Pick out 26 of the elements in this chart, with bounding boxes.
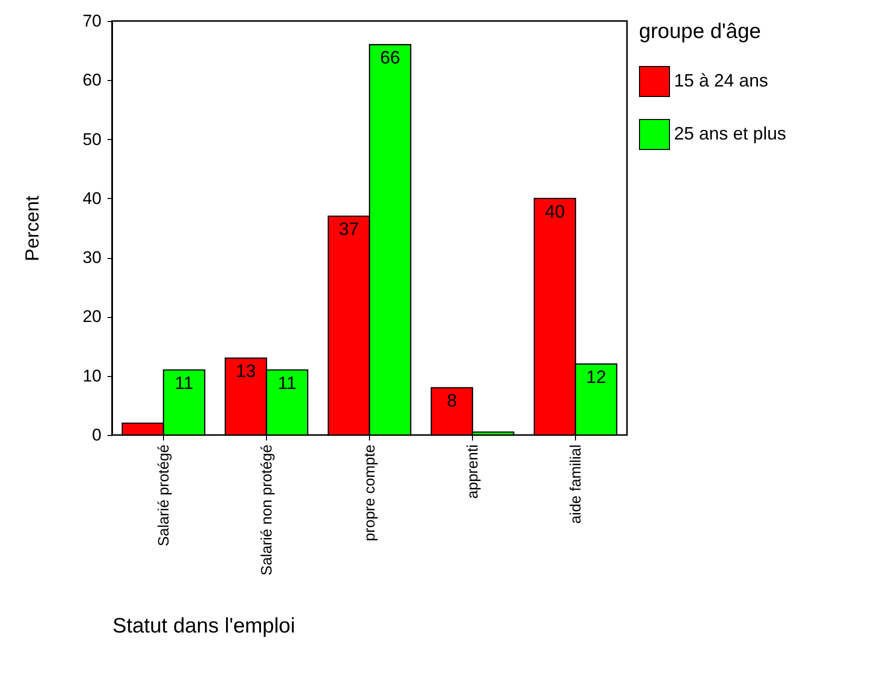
- x-tick-label: Salarié protégé: [156, 444, 172, 546]
- y-tick-label: 60: [82, 70, 102, 90]
- data-label: 11: [278, 372, 296, 393]
- legend-label: 25 ans et plus: [674, 124, 786, 144]
- y-tick-label: 0: [92, 426, 102, 444]
- legend-title: groupe d'âge: [639, 20, 761, 43]
- y-tick-label: 70: [82, 12, 102, 30]
- x-tick-label: apprenti: [464, 444, 482, 499]
- x-axis-title: Statut dans l'emploi: [112, 614, 296, 638]
- y-tick-label: 50: [82, 130, 102, 149]
- y-axis-title: Percent: [22, 195, 44, 262]
- y-tick-label: 40: [82, 188, 102, 208]
- y-tick-label: 10: [82, 366, 102, 386]
- data-label: 8: [446, 390, 457, 411]
- data-label: 66: [380, 48, 400, 68]
- y-tick-label: 20: [82, 307, 102, 326]
- data-label: 11: [174, 372, 194, 393]
- y-tick-label: 30: [82, 248, 102, 268]
- data-label: 40: [544, 201, 565, 222]
- x-tick-label: propre compte: [362, 444, 378, 542]
- x-tick-label: aide familial: [568, 444, 584, 524]
- data-label: 13: [236, 361, 256, 382]
- data-label: 12: [586, 367, 606, 388]
- x-tick-label: Salarié non protégé: [258, 444, 276, 576]
- legend-label: 15 à 24 ans: [674, 70, 768, 90]
- data-label: 37: [338, 219, 359, 240]
